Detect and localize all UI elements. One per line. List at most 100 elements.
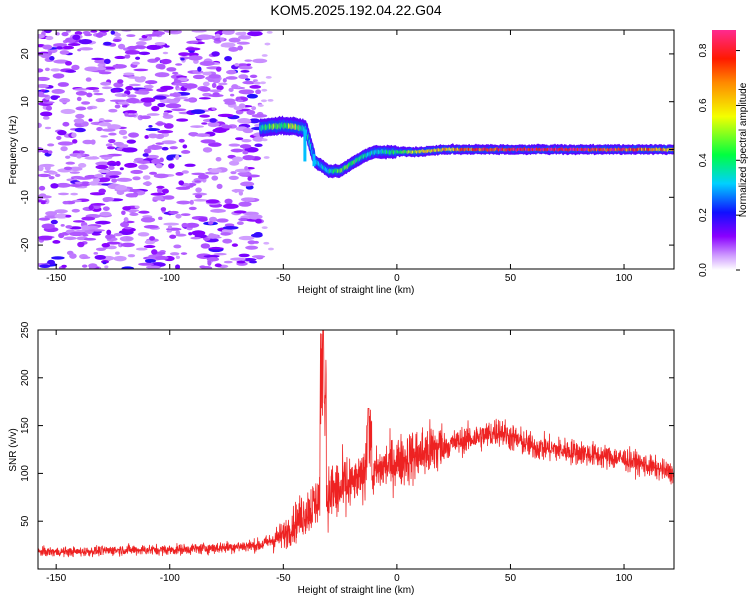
- noise-cell: [171, 92, 182, 98]
- noise-cell: [183, 83, 198, 89]
- noise-cell: [228, 87, 234, 93]
- noise-cell: [252, 79, 258, 82]
- noise-cell: [152, 195, 167, 201]
- spectrogram-marks: [38, 30, 674, 269]
- y-tick-label: 100: [20, 465, 31, 482]
- noise-cell: [247, 31, 263, 37]
- noise-cell: [93, 174, 104, 178]
- noise-cell: [42, 44, 53, 50]
- noise-cell: [117, 101, 130, 105]
- noise-cell: [180, 57, 185, 61]
- noise-cell: [57, 192, 70, 196]
- noise-cell: [175, 264, 181, 269]
- noise-cell: [201, 122, 208, 125]
- noise-cell: [255, 218, 262, 224]
- noise-cell: [190, 236, 202, 240]
- noise-cell: [190, 132, 197, 137]
- noise-cell: [113, 141, 124, 146]
- noise-cell: [207, 236, 222, 239]
- noise-cell: [38, 83, 49, 89]
- snr-frame: [37, 329, 675, 570]
- noise-cell: [40, 89, 46, 92]
- noise-cell: [190, 40, 199, 44]
- noise-cell: [162, 188, 169, 194]
- noise-cell: [207, 260, 212, 266]
- noise-cell: [90, 139, 96, 145]
- noise-cell: [69, 231, 85, 237]
- noise-cell: [69, 183, 83, 187]
- noise-cell: [163, 30, 179, 33]
- y-tick-label: 0: [20, 146, 31, 152]
- noise-cell: [219, 37, 225, 42]
- noise-cell: [183, 98, 196, 102]
- noise-cell: [205, 199, 220, 204]
- noise-cell: [234, 63, 240, 67]
- x-tick-label: -100: [160, 273, 180, 284]
- colorbar-gradient: [712, 30, 736, 270]
- noise-cell: [81, 264, 88, 268]
- noise-cell: [94, 254, 106, 260]
- noise-cell: [86, 106, 93, 110]
- noise-cell: [251, 106, 257, 111]
- noise-cell: [102, 261, 107, 265]
- noise-cell: [123, 217, 129, 223]
- noise-cell: [56, 182, 71, 188]
- noise-cell: [244, 59, 253, 62]
- noise-cell: [51, 256, 65, 260]
- noise-cell: [95, 247, 106, 251]
- x-tick-label: 100: [616, 573, 633, 584]
- x-tick-label: 0: [394, 573, 400, 584]
- noise-cell: [54, 209, 68, 214]
- noise-cell: [72, 220, 85, 223]
- noise-cell: [212, 128, 227, 133]
- noise-cell: [41, 223, 55, 229]
- noise-cell: [51, 88, 65, 94]
- noise-cell: [38, 76, 50, 81]
- noise-cell: [130, 169, 143, 174]
- noise-cell: [82, 31, 91, 35]
- noise-cell: [221, 229, 234, 233]
- noise-cell: [142, 153, 149, 157]
- x-tick-label: 50: [505, 573, 517, 584]
- noise-cell: [38, 68, 44, 73]
- noise-cell: [178, 138, 185, 143]
- noise-cell: [54, 213, 69, 219]
- noise-cell: [242, 257, 257, 262]
- noise-cell: [126, 34, 136, 37]
- noise-cell: [42, 116, 50, 120]
- noise-cell: [43, 30, 52, 34]
- noise-cell: [144, 239, 156, 245]
- noise-cell: [220, 42, 236, 48]
- noise-cell: [65, 60, 73, 66]
- noise-cell: [160, 85, 174, 90]
- noise-cell: [44, 67, 50, 72]
- x-tick-label: 100: [616, 273, 633, 284]
- noise-cell: [50, 183, 59, 189]
- noise-cell: [173, 97, 181, 102]
- noise-cell: [143, 245, 156, 249]
- noise-cell: [228, 143, 241, 147]
- noise-cell: [61, 264, 67, 268]
- noise-cell: [38, 173, 51, 178]
- noise-cell: [108, 138, 116, 144]
- x-tick-label: -150: [46, 273, 66, 284]
- noise-cell: [79, 47, 94, 51]
- noise-cell: [261, 88, 268, 92]
- noise-cell: [112, 38, 122, 42]
- noise-cell: [142, 175, 151, 180]
- noise-cell: [207, 221, 214, 225]
- noise-cell: [237, 45, 243, 51]
- noise-cell: [216, 183, 223, 189]
- noise-cell: [172, 82, 187, 86]
- noise-cell: [242, 150, 249, 155]
- noise-cell: [180, 213, 191, 217]
- noise-cell: [117, 43, 126, 50]
- noise-cell: [78, 162, 87, 168]
- noise-cell: [154, 72, 170, 78]
- noise-cell: [124, 162, 138, 168]
- noise-cell: [134, 90, 150, 95]
- noise-cell: [169, 146, 178, 150]
- noise-cell: [96, 127, 103, 132]
- noise-cell: [109, 99, 126, 103]
